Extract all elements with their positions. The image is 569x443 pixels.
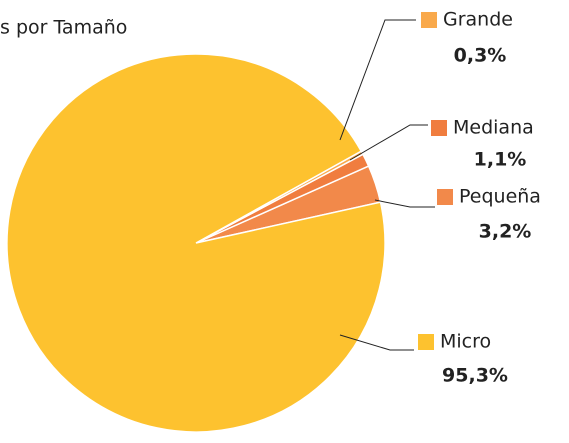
leader-line: [349, 124, 428, 161]
legend-label: Mediana: [453, 117, 534, 139]
legend-label: Grande: [443, 9, 513, 31]
legend-label: Micro: [440, 331, 491, 353]
value-label: 0,3%: [454, 45, 507, 67]
chart-title: s por Tamaño: [0, 17, 127, 39]
legend-swatch: [431, 120, 447, 136]
legend-label: Pequeña: [459, 186, 541, 208]
value-label: 3,2%: [479, 221, 532, 243]
leader-line: [374, 199, 435, 208]
legend-swatch: [421, 12, 437, 28]
leader-line: [339, 19, 416, 141]
legend-swatch: [437, 189, 453, 205]
value-label: 95,3%: [442, 365, 508, 387]
legend-swatch: [418, 334, 434, 350]
pie-slice: [6, 53, 386, 433]
value-label: 1,1%: [474, 149, 527, 171]
leader-line: [339, 334, 414, 351]
